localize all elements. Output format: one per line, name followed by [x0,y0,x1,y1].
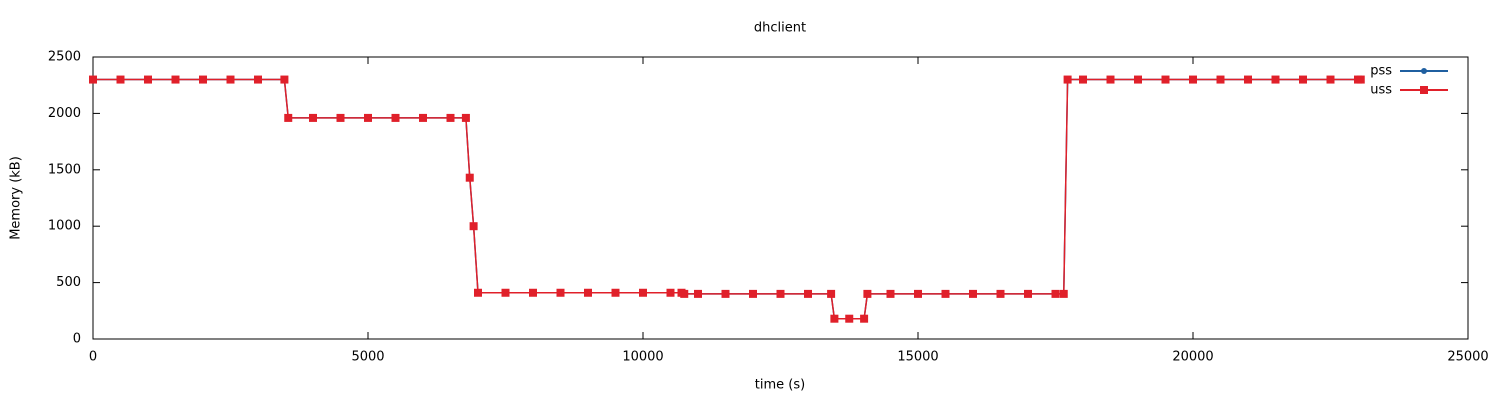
data-point [1216,75,1225,84]
data-point [1106,75,1115,84]
y-tick-label: 1000 [48,219,81,234]
y-axis-label: Memory (kB) [9,156,24,240]
legend-label: uss [1370,83,1392,98]
data-point [461,113,470,122]
y-tick-label: 1500 [48,162,81,177]
legend-marker [1420,86,1428,94]
data-point [863,289,872,298]
data-point [680,289,689,298]
data-point [1161,75,1170,84]
data-point [666,288,675,297]
series-line [93,78,1361,320]
data-point [827,289,836,298]
x-axis-label: time (s) [755,378,805,393]
data-point [749,289,757,298]
data-point [776,289,785,298]
data-point [845,314,854,323]
data-point [284,113,293,122]
y-tick-label: 2000 [48,106,81,121]
data-point [639,288,647,297]
data-point [446,113,455,122]
legend-marker [1421,68,1427,74]
data-point [1051,289,1060,298]
data-point [694,289,702,298]
x-tick-label: 25000 [1447,350,1488,365]
data-point [1059,289,1068,298]
data-point [529,288,537,297]
data-point [474,288,482,297]
data-point [1189,75,1197,84]
data-point [860,314,869,323]
data-point [465,173,474,182]
data-point [1326,75,1335,84]
data-point [830,314,839,323]
data-point [199,75,207,84]
data-point [1024,289,1032,298]
data-point [226,75,235,84]
x-tick-label: 5000 [351,350,384,365]
data-point [391,113,400,122]
data-point [556,288,565,297]
data-point [280,75,289,84]
data-point [469,222,478,231]
data-point [254,75,262,84]
data-point [336,113,345,122]
x-tick-label: 0 [89,350,97,365]
y-tick-label: 0 [73,332,81,347]
data-point [309,113,317,122]
plot-frame [92,56,1469,340]
data-point [611,288,620,297]
data-point [1079,75,1087,84]
data-point [914,289,922,298]
data-point [886,289,895,298]
x-tick-label: 15000 [897,350,938,365]
data-point [1299,75,1307,84]
data-point [804,289,812,298]
y-tick-label: 500 [56,275,81,290]
data-point [969,289,977,298]
data-point [171,75,180,84]
series-line [93,78,1361,320]
data-point [1063,75,1072,84]
data-point [501,288,510,297]
data-point [116,75,125,84]
x-tick-label: 20000 [1172,350,1213,365]
data-point [1271,75,1280,84]
data-point [1134,75,1142,84]
legend-label: pss [1370,64,1392,79]
data-point [89,75,97,84]
data-point [721,289,730,298]
data-point [364,113,372,122]
data-point [1244,75,1252,84]
data-point [419,113,427,122]
y-tick-label: 2500 [48,50,81,65]
data-point [1356,75,1365,84]
data-point [996,289,1005,298]
data-point [584,288,592,297]
data-point [941,289,950,298]
chart-title: dhclient [754,21,806,36]
x-tick-label: 10000 [622,350,663,365]
data-point [144,75,152,84]
